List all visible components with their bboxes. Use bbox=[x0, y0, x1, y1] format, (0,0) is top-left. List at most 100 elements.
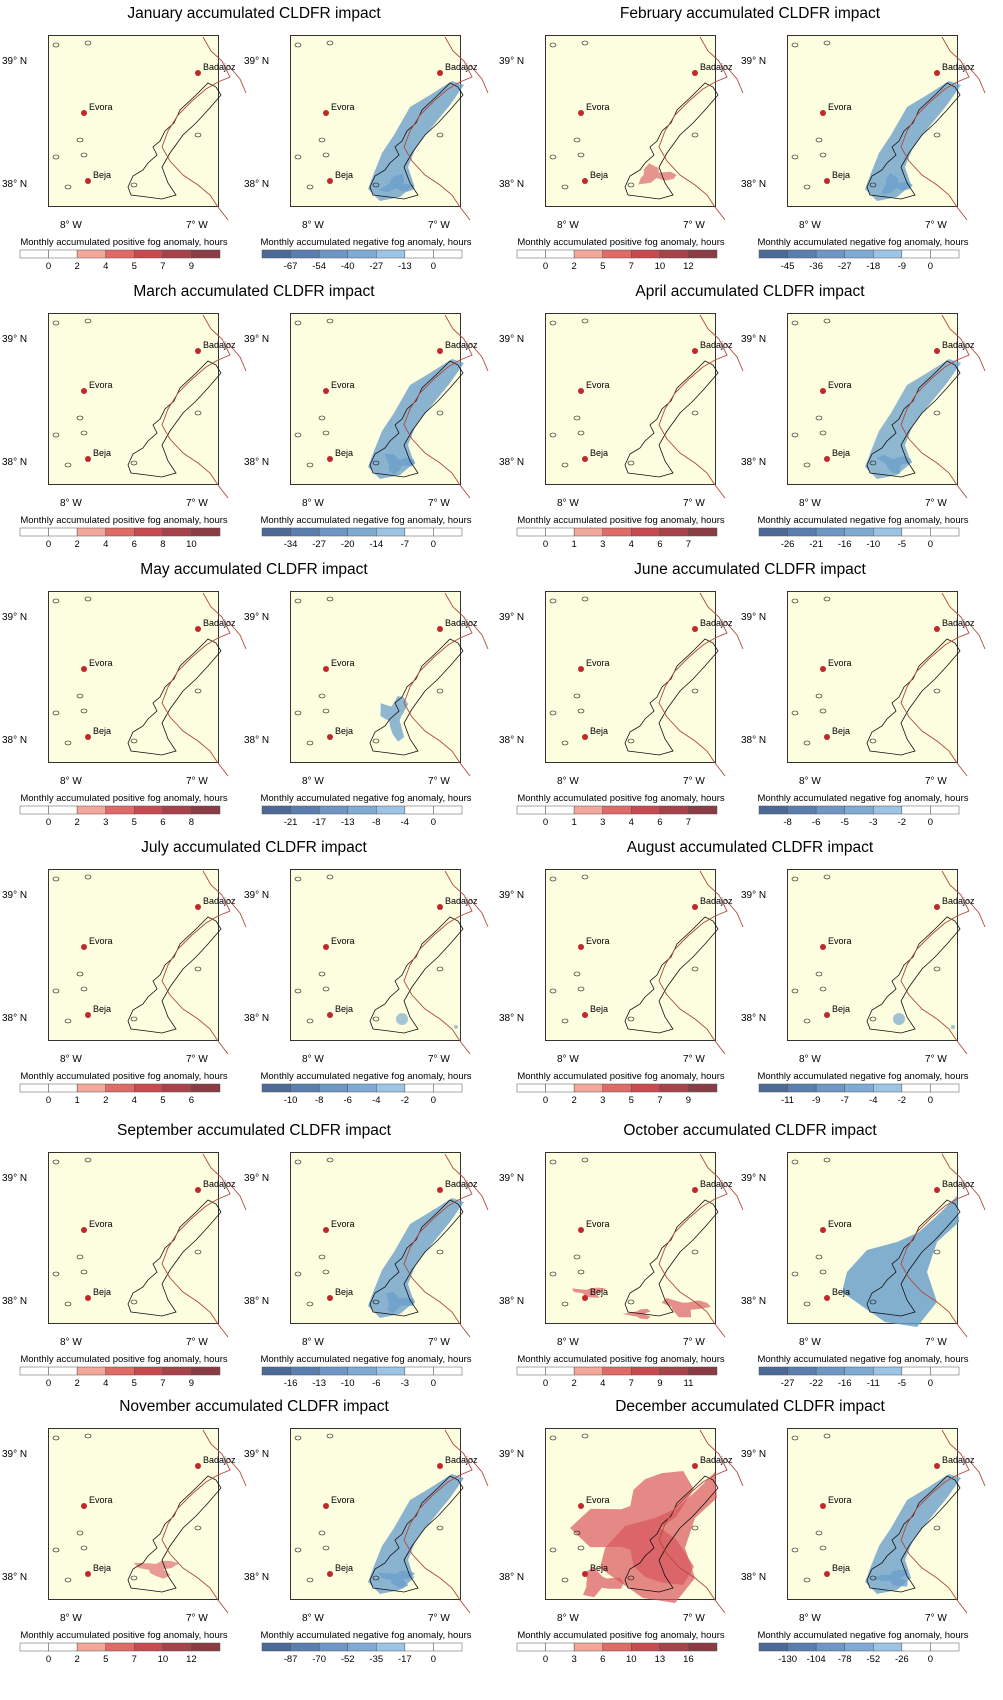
negative-anomaly-map: Badajoz Evora Beja 39° N 38° N 8° W 7° W Monthl… bbox=[242, 585, 498, 863]
colorbar-swatch bbox=[347, 249, 377, 259]
colorbar-tick-label: -130 bbox=[778, 1654, 797, 1665]
map-background bbox=[48, 35, 219, 207]
border-line bbox=[161, 592, 231, 777]
colorbar: 0 2 3 5 7 9 bbox=[516, 1083, 718, 1106]
colorbar-tick-label: 5 bbox=[103, 1654, 108, 1665]
city-marker bbox=[934, 626, 940, 632]
colorbar-swatch bbox=[105, 1642, 135, 1652]
colorbar-swatch bbox=[76, 249, 106, 259]
lat-tick-label: 38° N bbox=[2, 1572, 27, 1583]
colorbar-swatch bbox=[433, 805, 463, 815]
colorbar-swatch bbox=[48, 527, 78, 537]
colorbar-tick-label: -13 bbox=[398, 261, 412, 272]
city-label: Evora bbox=[89, 1495, 113, 1505]
city-label: Beja bbox=[590, 170, 608, 180]
month-title: January accumulated CLDFR impact bbox=[127, 5, 381, 22]
border-line bbox=[161, 1153, 231, 1338]
anomaly-field bbox=[865, 359, 961, 479]
month-title: May accumulated CLDFR impact bbox=[140, 561, 368, 578]
colorbar-swatch bbox=[758, 1083, 788, 1093]
colorbar-tick-label: 3 bbox=[600, 539, 605, 550]
colorbar-tick-label: 6 bbox=[657, 817, 662, 828]
lat-tick-label: 39° N bbox=[244, 890, 269, 901]
colorbar-swatch bbox=[758, 527, 788, 537]
colorbar-tick-label: 6 bbox=[657, 539, 662, 550]
colorbar-swatch bbox=[134, 1366, 164, 1376]
colorbar-swatch bbox=[261, 1366, 291, 1376]
colorbar-title: Monthly accumulated negative fog anomaly… bbox=[757, 793, 968, 804]
colorbar-swatch bbox=[76, 1366, 106, 1376]
lon-tick-label: 7° W bbox=[186, 1337, 208, 1348]
colorbar-swatch bbox=[19, 1083, 49, 1093]
colorbar-tick-label: -27 bbox=[781, 1378, 795, 1389]
lat-tick-label: 38° N bbox=[499, 1296, 524, 1307]
lon-tick-label: 7° W bbox=[428, 220, 450, 231]
colorbar-swatch bbox=[873, 805, 903, 815]
positive-anomaly-map: Badajoz Evora Beja 39° N 38° N 8° W 7° W Monthl… bbox=[0, 307, 256, 585]
lon-tick-label: 8° W bbox=[60, 776, 82, 787]
colorbar-tick-label: 7 bbox=[686, 817, 691, 828]
colorbar-tick-label: 0 bbox=[431, 1095, 436, 1106]
colorbar-tick-label: 6 bbox=[132, 539, 137, 550]
city-marker bbox=[85, 456, 91, 462]
anomaly-field bbox=[396, 1013, 458, 1029]
colorbar-swatch bbox=[758, 1366, 788, 1376]
lat-tick-label: 38° N bbox=[741, 735, 766, 746]
colorbar-swatch bbox=[516, 1642, 546, 1652]
lon-tick-label: 8° W bbox=[60, 498, 82, 509]
colorbar-swatch bbox=[930, 527, 960, 537]
colorbar-swatch bbox=[545, 527, 575, 537]
colorbar: 0 1 3 4 6 7 bbox=[516, 527, 718, 550]
lat-tick-label: 39° N bbox=[244, 1449, 269, 1460]
colorbar-swatch bbox=[930, 1642, 960, 1652]
colorbar-swatch bbox=[261, 527, 291, 537]
colorbar-swatch bbox=[573, 249, 603, 259]
city-marker bbox=[582, 734, 588, 740]
colorbar-title: Monthly accumulated positive fog anomaly… bbox=[20, 1354, 228, 1365]
colorbar-tick-label: 10 bbox=[158, 1654, 169, 1665]
positive-anomaly-map: Badajoz Evora Beja 39° N 38° N 8° W 7° W Monthl… bbox=[497, 1422, 753, 1700]
map-background bbox=[545, 35, 716, 207]
colorbar-tick-label: 2 bbox=[74, 1378, 79, 1389]
colorbar-tick-label: -2 bbox=[401, 1095, 409, 1106]
city-label: Evora bbox=[331, 936, 355, 946]
colorbar-tick-label: 0 bbox=[543, 817, 548, 828]
negative-anomaly-map: Badajoz Evora Beja 39° N 38° N 8° W 7° W Monthl… bbox=[739, 863, 995, 1141]
reservoir-outline bbox=[866, 1475, 961, 1593]
colorbar-swatch bbox=[758, 249, 788, 259]
colorbar-tick-label: 5 bbox=[600, 261, 605, 272]
positive-anomaly-map: Badajoz Evora Beja 39° N 38° N 8° W 7° W Monthl… bbox=[0, 1146, 256, 1424]
colorbar-swatch bbox=[516, 1366, 546, 1376]
colorbar-title: Monthly accumulated negative fog anomaly… bbox=[260, 515, 471, 526]
colorbar-swatch bbox=[376, 1366, 406, 1376]
colorbar-swatch bbox=[844, 1642, 874, 1652]
colorbar-tick-label: -14 bbox=[369, 539, 383, 550]
colorbar-tick-label: 7 bbox=[160, 261, 165, 272]
colorbar-swatch bbox=[162, 1642, 192, 1652]
colorbar: -10 -8 -6 -4 -2 0 bbox=[261, 1083, 463, 1106]
colorbar-swatch bbox=[376, 249, 406, 259]
colorbar-tick-label: 3 bbox=[600, 1095, 605, 1106]
city-label: Beja bbox=[590, 726, 608, 736]
lat-tick-label: 39° N bbox=[244, 334, 269, 345]
border-line bbox=[900, 314, 970, 499]
lon-tick-label: 8° W bbox=[302, 776, 324, 787]
colorbar-tick-label: 0 bbox=[46, 817, 51, 828]
city-label: Evora bbox=[331, 1219, 355, 1229]
colorbar-tick-label: 5 bbox=[132, 1378, 137, 1389]
colorbar: -130 -104 -78 -52 -26 0 bbox=[758, 1642, 960, 1665]
colorbar-swatch bbox=[873, 1083, 903, 1093]
colorbar-swatch bbox=[347, 1642, 377, 1652]
city-marker bbox=[578, 388, 584, 394]
negative-anomaly-map: Badajoz Evora Beja 39° N 38° N 8° W 7° W Monthl… bbox=[739, 585, 995, 863]
colorbar-tick-label: -70 bbox=[312, 1654, 326, 1665]
colorbar-tick-label: -27 bbox=[838, 261, 852, 272]
colorbar-swatch bbox=[688, 1366, 718, 1376]
city-marker bbox=[195, 348, 201, 354]
colorbar-swatch bbox=[516, 805, 546, 815]
colorbar-tick-label: -21 bbox=[284, 817, 298, 828]
colorbar-swatch bbox=[48, 1642, 78, 1652]
colorbar-swatch bbox=[688, 805, 718, 815]
negative-anomaly-map: Badajoz Evora Beja 39° N 38° N 8° W 7° W Monthl… bbox=[242, 307, 498, 585]
colorbar-tick-label: 0 bbox=[431, 817, 436, 828]
